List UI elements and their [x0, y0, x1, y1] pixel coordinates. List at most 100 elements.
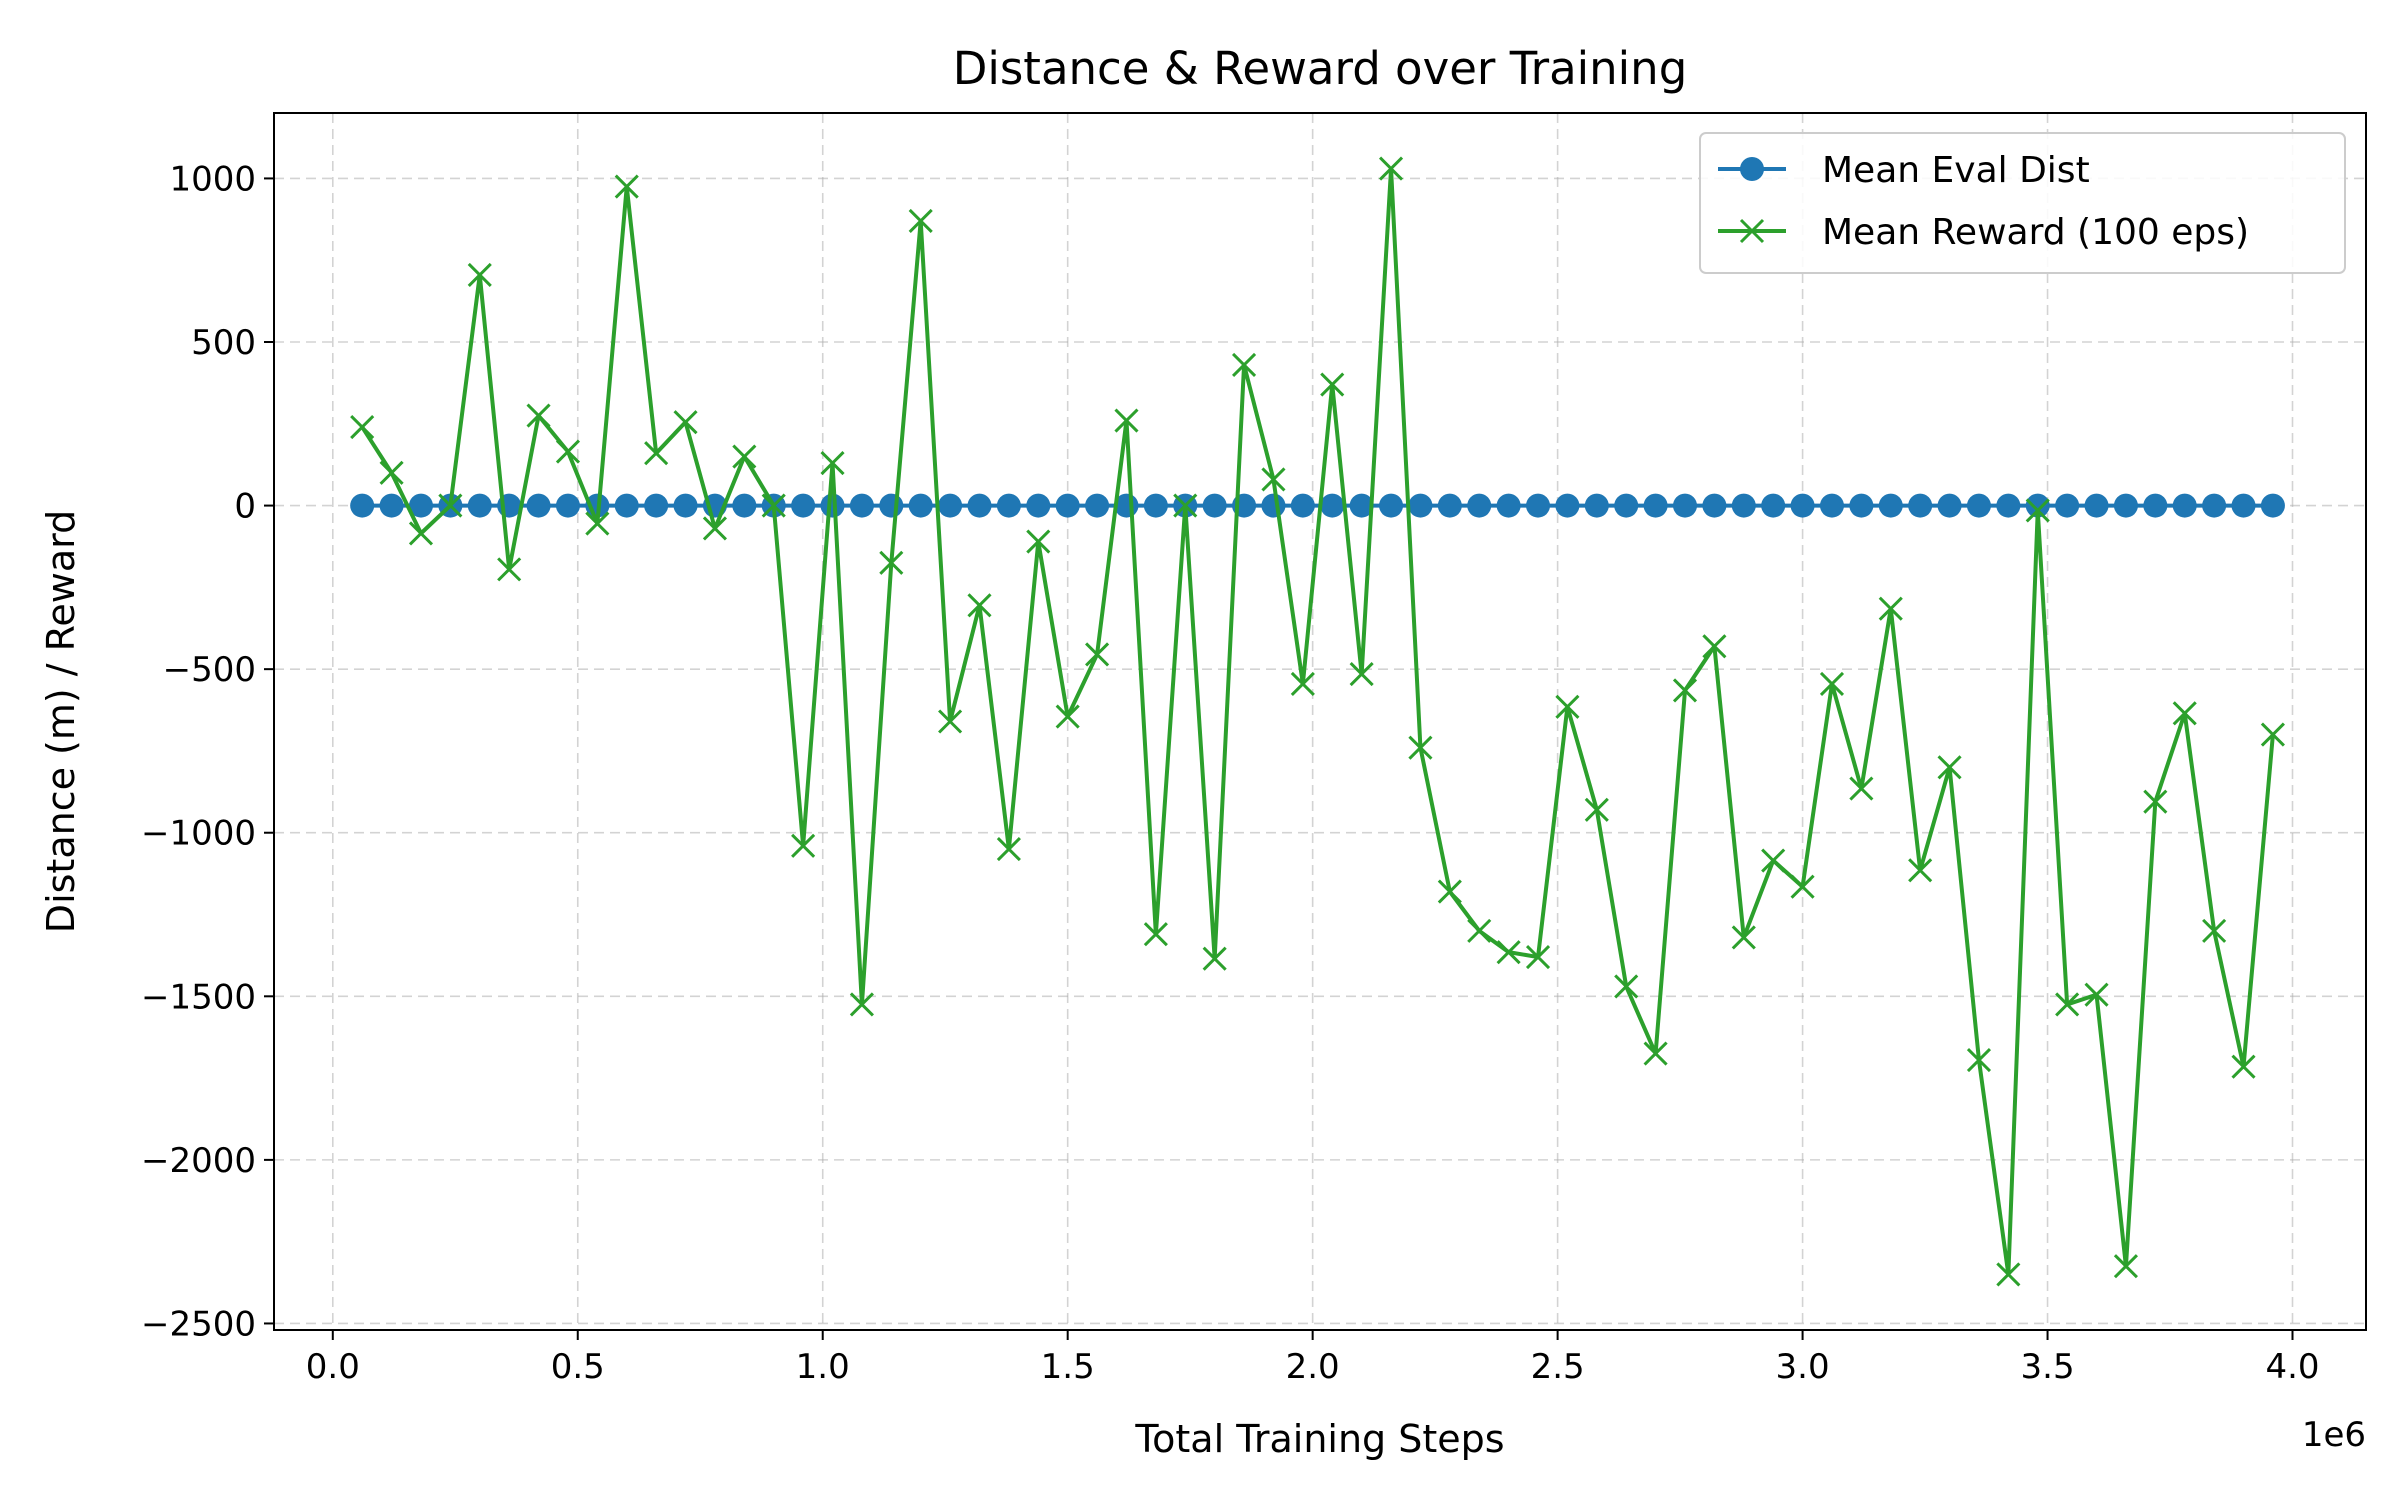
- data-point: [526, 493, 551, 518]
- data-point: [1878, 493, 1903, 518]
- x-tick-label: 0.0: [306, 1347, 360, 1387]
- data-point: [350, 415, 375, 440]
- y-tick-label: −2500: [141, 1304, 256, 1344]
- x-tick-label: 0.5: [551, 1347, 605, 1387]
- data-point: [1437, 879, 1462, 904]
- data-point: [732, 444, 757, 469]
- data-point: [1702, 634, 1727, 659]
- data-point: [1819, 671, 1845, 696]
- data-point: [467, 493, 492, 518]
- data-point: [849, 992, 874, 1017]
- data-point: [1702, 493, 1727, 518]
- data-point: [2172, 493, 2197, 518]
- y-tick-label: −1000: [141, 814, 256, 854]
- y-tick-label: −2000: [141, 1141, 256, 1181]
- data-point: [2202, 918, 2227, 943]
- data-point: [1290, 671, 1315, 696]
- data-point: [1996, 1262, 2021, 1287]
- data-point: [1349, 493, 1374, 518]
- data-point: [702, 516, 727, 541]
- data-point: [849, 493, 874, 518]
- x-tick-label: 2.0: [1286, 1347, 1340, 1387]
- data-point: [1790, 493, 1815, 518]
- data-point: [673, 410, 698, 435]
- data-point: [2025, 498, 2050, 523]
- data-point: [1614, 493, 1639, 518]
- data-point: [614, 493, 639, 518]
- data-point: [1878, 596, 1903, 621]
- data-point: [732, 493, 757, 518]
- x-tick-label: 1.0: [796, 1347, 850, 1387]
- data-point: [2231, 1054, 2256, 1079]
- data-point: [585, 511, 610, 536]
- data-point: [1555, 694, 1580, 719]
- data-point: [1202, 493, 1227, 518]
- legend-label-reward: Mean Reward (100 eps): [1822, 212, 2249, 253]
- data-point: [1937, 493, 1962, 518]
- data-point: [526, 403, 551, 428]
- data-point: [1555, 493, 1580, 518]
- data-point: [1908, 858, 1933, 883]
- data-point: [1908, 493, 1933, 518]
- legend: Mean Eval Dist Mean Reward (100 eps): [1699, 132, 2346, 274]
- data-point: [1643, 1041, 1668, 1066]
- data-point: [879, 493, 904, 518]
- data-point: [1996, 493, 2021, 518]
- data-point: [2143, 493, 2168, 518]
- data-point: [1026, 529, 1051, 554]
- y-tick-label: 0: [234, 487, 256, 527]
- data-point: [1143, 922, 1168, 947]
- data-point: [379, 493, 404, 518]
- data-point: [1143, 493, 1168, 518]
- data-point: [1731, 493, 1756, 518]
- data-point: [908, 208, 933, 234]
- data-point: [467, 262, 492, 288]
- data-point: [408, 521, 434, 546]
- x-tick-label: 3.0: [1776, 1347, 1830, 1387]
- x-tick-label: 3.5: [2021, 1347, 2075, 1387]
- data-point: [1849, 776, 1874, 801]
- data-point: [438, 493, 463, 518]
- data-point: [2113, 493, 2138, 518]
- data-point: [1584, 493, 1609, 518]
- data-point: [761, 493, 786, 518]
- data-point: [1231, 352, 1257, 377]
- legend-marker-eval-dist: [1740, 157, 1764, 181]
- data-point: [1437, 493, 1462, 518]
- data-point: [497, 557, 522, 582]
- data-point: [379, 460, 404, 485]
- data-point: [1320, 372, 1345, 397]
- data-point: [1496, 940, 1521, 965]
- data-point: [879, 550, 904, 575]
- data-point: [555, 439, 581, 464]
- data-point: [2055, 992, 2080, 1017]
- data-point: [408, 493, 433, 518]
- data-point: [2231, 493, 2256, 518]
- y-tick-label: −500: [163, 650, 256, 690]
- data-point: [1467, 918, 1492, 943]
- data-point: [1408, 493, 1433, 518]
- data-point: [1408, 735, 1433, 760]
- data-point: [1026, 493, 1051, 518]
- data-point: [938, 493, 963, 518]
- data-point: [996, 837, 1021, 862]
- data-point: [1378, 156, 1404, 181]
- data-point: [1173, 493, 1198, 518]
- data-point: [2025, 493, 2050, 518]
- data-point: [1849, 493, 1874, 518]
- y-axis-title: Distance (m) / Reward: [39, 510, 83, 933]
- x-tick-label: 4.0: [2265, 1347, 2319, 1387]
- data-point: [614, 174, 639, 199]
- data-point: [644, 441, 669, 466]
- data-point: [1526, 493, 1551, 518]
- data-point: [1731, 925, 1756, 950]
- data-point: [1085, 642, 1110, 667]
- data-point: [967, 593, 992, 618]
- data-point: [2113, 1254, 2138, 1279]
- series-layer: [350, 156, 2285, 1287]
- data-point: [1614, 974, 1639, 999]
- data-point: [908, 493, 933, 518]
- data-point: [555, 493, 580, 518]
- data-point: [1085, 493, 1110, 518]
- data-point: [2055, 493, 2080, 518]
